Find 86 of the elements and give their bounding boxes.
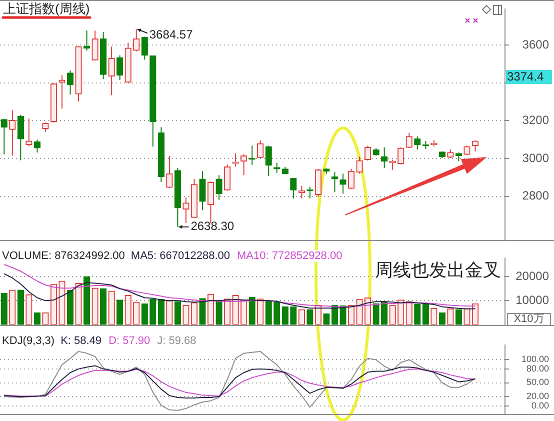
candlestick	[389, 159, 396, 170]
bar	[158, 298, 164, 325]
candlestick	[216, 174, 222, 200]
candlestick	[116, 54, 124, 81]
chart-title: VOLUME: 876324992.00	[2, 250, 125, 262]
bar	[199, 298, 206, 325]
text: D: 57.90	[108, 335, 150, 347]
candlestick	[406, 132, 412, 148]
y-tick-label: 10000	[516, 292, 550, 307]
y-tick-label: 100.00	[521, 354, 549, 364]
candlestick	[166, 155, 173, 189]
candlestick	[290, 178, 297, 199]
bar	[34, 312, 41, 325]
y-tick-label: 50.00	[526, 377, 549, 388]
bar	[340, 305, 346, 325]
text: J: 59.68	[157, 335, 196, 347]
candlestick	[257, 140, 264, 159]
chart-title: KDJ(9,3,3)	[2, 335, 55, 347]
candlestick	[340, 173, 346, 194]
candlestick	[66, 70, 74, 96]
chart-title: 上证指数(周线)	[3, 1, 90, 16]
bar	[265, 300, 272, 325]
candlestick	[26, 118, 32, 147]
candlestick	[141, 36, 148, 60]
candlestick	[464, 145, 470, 156]
candlestick	[199, 170, 206, 211]
bar	[150, 298, 156, 325]
bar	[248, 296, 256, 325]
annotation: 2638.30	[190, 219, 234, 234]
y-tick-label: 20000	[516, 268, 550, 283]
candlestick	[398, 146, 404, 165]
bar	[83, 276, 90, 325]
text: MA10: 772852928.00	[237, 250, 342, 262]
candlestick	[364, 145, 372, 162]
candlestick	[240, 154, 248, 176]
text: 3374.4	[507, 69, 544, 84]
bar	[282, 306, 288, 325]
bar	[455, 309, 462, 325]
annotation: 3684.57	[149, 27, 194, 42]
bar	[306, 309, 314, 325]
annotation: 周线也发出金叉	[375, 260, 501, 280]
candlestick	[108, 46, 115, 96]
bar	[422, 304, 429, 325]
bar	[290, 306, 297, 325]
candlestick	[182, 196, 190, 224]
bar	[414, 304, 421, 325]
candlestick	[331, 172, 338, 193]
bar	[100, 288, 107, 325]
candlestick	[0, 118, 8, 155]
bar	[174, 301, 182, 325]
bar	[274, 302, 280, 325]
bar	[372, 303, 380, 325]
bar	[381, 301, 388, 325]
bar	[438, 312, 446, 325]
candlestick	[472, 140, 479, 152]
bar	[141, 303, 148, 325]
text: MA5: 667012288.00	[130, 250, 230, 262]
candlestick	[414, 136, 421, 150]
bar	[116, 300, 124, 325]
candlestick	[356, 156, 363, 174]
y-axis-title: X10万	[507, 313, 551, 326]
bar	[17, 290, 24, 325]
candlestick	[92, 30, 98, 62]
y-tick-label: 20.00	[526, 391, 549, 402]
y-tick-label: 2800	[522, 188, 550, 203]
candlestick	[265, 145, 272, 177]
candlestick	[348, 168, 355, 190]
candlestick	[314, 168, 322, 198]
candlestick	[224, 164, 231, 192]
y-tick-label: 3200	[522, 113, 550, 128]
bar	[216, 301, 222, 325]
y-tick-label: 3600	[522, 37, 550, 52]
candlestick	[9, 110, 16, 156]
candlestick	[133, 28, 140, 52]
candlestick	[34, 139, 41, 153]
candlestick	[381, 146, 388, 168]
candlestick	[42, 122, 49, 132]
candlestick	[83, 30, 90, 52]
y-tick-label: 3000	[522, 150, 550, 165]
y-tick-label: 80.00	[526, 363, 549, 374]
candlestick	[17, 114, 24, 161]
bar	[323, 313, 330, 325]
bar	[66, 290, 74, 325]
bar	[0, 292, 8, 325]
y-tick-label: 0.00	[531, 400, 549, 410]
series-label: K: 58.49	[60, 335, 102, 347]
